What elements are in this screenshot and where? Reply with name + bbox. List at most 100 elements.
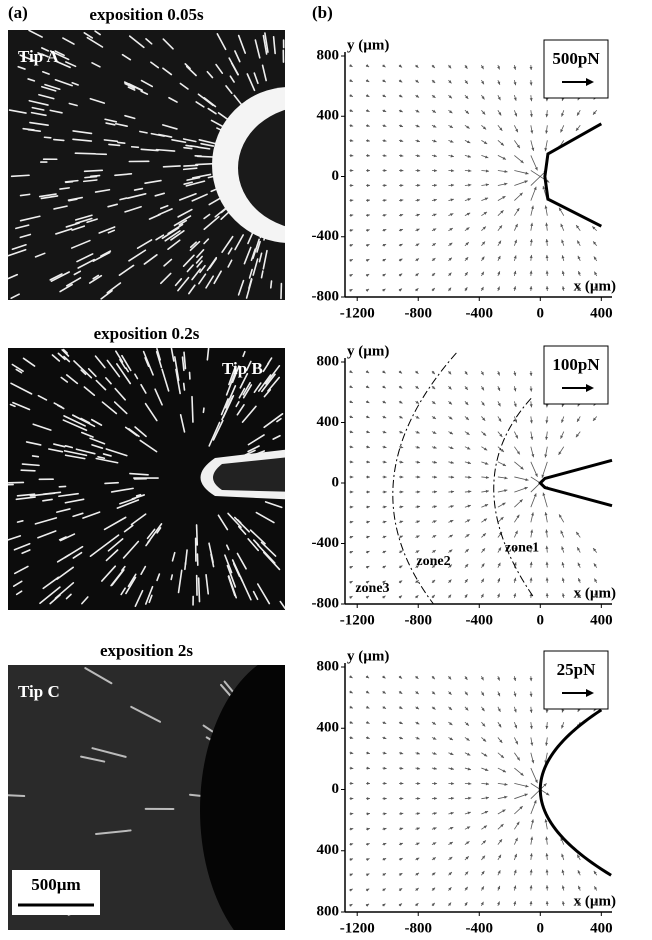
arrow-head — [350, 109, 353, 112]
arrow-head — [530, 223, 533, 226]
arrow-head — [384, 491, 387, 494]
arrow-head — [382, 904, 385, 907]
arrow-head — [350, 214, 353, 217]
streak — [33, 456, 39, 457]
arrow-head — [530, 388, 533, 391]
arrow-head — [383, 124, 386, 127]
arrow-head — [367, 214, 370, 217]
x-tick-label: 0 — [537, 612, 545, 628]
x-tick-label: -1200 — [340, 305, 375, 321]
streak — [75, 153, 95, 154]
arrow-head — [417, 767, 420, 770]
x-tick-label: 400 — [590, 612, 613, 628]
streak — [171, 575, 172, 579]
y-tick-label: 400 — [317, 108, 340, 124]
y-tick-label: 0 — [332, 474, 340, 490]
arrow-head — [433, 752, 436, 755]
arrow-head — [384, 782, 387, 785]
arrow-head — [504, 489, 507, 492]
arrow-head — [545, 205, 548, 208]
arrow-head — [350, 475, 353, 478]
streak — [105, 483, 118, 484]
arrow-head — [513, 286, 516, 289]
arrow-head — [399, 888, 402, 891]
arrow-head — [546, 271, 549, 274]
arrow-head — [530, 271, 533, 274]
arrow-head — [531, 819, 534, 822]
arrow-head — [434, 169, 437, 172]
arrow-head — [482, 708, 485, 711]
arrow-head — [383, 752, 386, 755]
y-tick-label: 800 — [317, 903, 340, 919]
arrow-head — [400, 199, 403, 202]
arrow-head — [561, 725, 564, 728]
streak — [184, 148, 192, 149]
arrow-head — [529, 901, 532, 904]
y-tick-label: -400 — [312, 535, 340, 551]
arrow-head — [367, 797, 370, 800]
arrow-head — [434, 782, 437, 785]
tip-outline — [545, 124, 601, 226]
y-tick-label: 400 — [317, 414, 340, 430]
arrow-head — [350, 782, 353, 785]
arrow-head — [434, 461, 437, 464]
arrow-head — [400, 476, 403, 479]
arrow-head — [531, 512, 534, 515]
streak — [184, 383, 185, 390]
arrow-head — [434, 476, 437, 479]
arrow-head — [350, 721, 353, 724]
x-tick-label: -800 — [404, 305, 432, 321]
streak — [12, 175, 29, 176]
y-tick-label: 800 — [317, 658, 340, 674]
zone-label: zone3 — [355, 581, 389, 596]
arrow-head — [530, 837, 533, 840]
arrow-head — [434, 812, 437, 815]
arrow-head — [562, 286, 565, 289]
arrow-head — [417, 476, 420, 479]
arrow-head — [468, 169, 471, 172]
arrow-head — [350, 751, 353, 754]
y-tick-label: -400 — [312, 228, 340, 244]
arrow-head — [451, 476, 454, 479]
arrow-head — [451, 155, 454, 158]
arrow-head — [434, 184, 437, 187]
arrow-head — [530, 530, 533, 533]
arrow-head — [482, 402, 485, 405]
arrow-head — [417, 184, 420, 187]
arrow-head — [434, 199, 437, 202]
arrow-head — [513, 901, 516, 904]
arrow-head — [530, 130, 533, 133]
arrow-head — [546, 869, 549, 872]
arrow-head — [530, 885, 533, 888]
x-tick-label: -1200 — [340, 920, 375, 936]
arrow-head — [367, 445, 370, 448]
arrow-head — [367, 169, 370, 172]
arrow-head — [383, 430, 386, 433]
y-axis-label: y (µm) — [347, 343, 389, 359]
arrow-head — [562, 885, 565, 888]
arrow-head — [517, 757, 520, 760]
arrow-head — [384, 184, 387, 187]
arrow-head — [383, 736, 386, 739]
arrow-head — [468, 198, 471, 201]
arrow-head — [513, 678, 516, 681]
arrow-head — [367, 184, 370, 187]
arrow-head — [513, 67, 516, 70]
y-tick-label: 0 — [332, 168, 340, 184]
arrow-head — [545, 819, 548, 822]
arrow-head — [417, 169, 420, 172]
arrow-head — [562, 578, 565, 581]
arrow-head — [546, 593, 549, 596]
arrow-head — [561, 240, 564, 243]
x-axis-label: x (µm) — [574, 278, 616, 294]
arrow-head — [417, 461, 420, 464]
arrow-head — [530, 578, 533, 581]
arrow-head — [400, 797, 403, 800]
x-tick-label: 0 — [537, 305, 545, 321]
x-tick-label: -800 — [404, 920, 432, 936]
y-axis-label: y (µm) — [347, 648, 389, 664]
x-tick-label: -1200 — [340, 612, 375, 628]
arrow-head — [350, 139, 353, 142]
streak — [192, 397, 193, 422]
y-tick-label: 0 — [332, 781, 340, 797]
